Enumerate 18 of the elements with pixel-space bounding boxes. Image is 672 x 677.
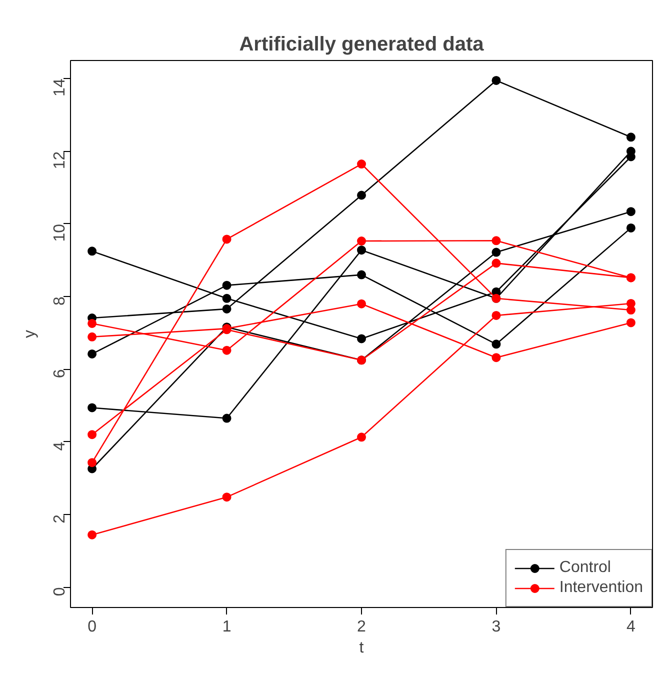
legend-label: Intervention [559, 579, 643, 597]
y-axis-title: y [22, 330, 38, 338]
y-tick-label: 6 [52, 369, 68, 378]
x-tick-label: 3 [492, 618, 501, 636]
y-tick-label: 0 [52, 587, 68, 596]
y-tick-label: 10 [52, 224, 68, 242]
y-tick-label: 4 [52, 442, 68, 451]
x-axis-title: t [359, 640, 364, 656]
y-tick-label: 8 [52, 296, 68, 306]
y-tick-label: 14 [52, 78, 68, 96]
y-tick-label: 2 [52, 514, 68, 524]
legend-label: Control [559, 559, 611, 577]
x-tick-label: 1 [222, 618, 232, 636]
y-tick-label: 12 [52, 151, 68, 170]
x-tick-label: 2 [357, 618, 366, 636]
chart-title: Artificially generated data [239, 34, 485, 56]
x-tick-label: 0 [88, 618, 97, 636]
x-tick-label: 4 [626, 618, 636, 636]
